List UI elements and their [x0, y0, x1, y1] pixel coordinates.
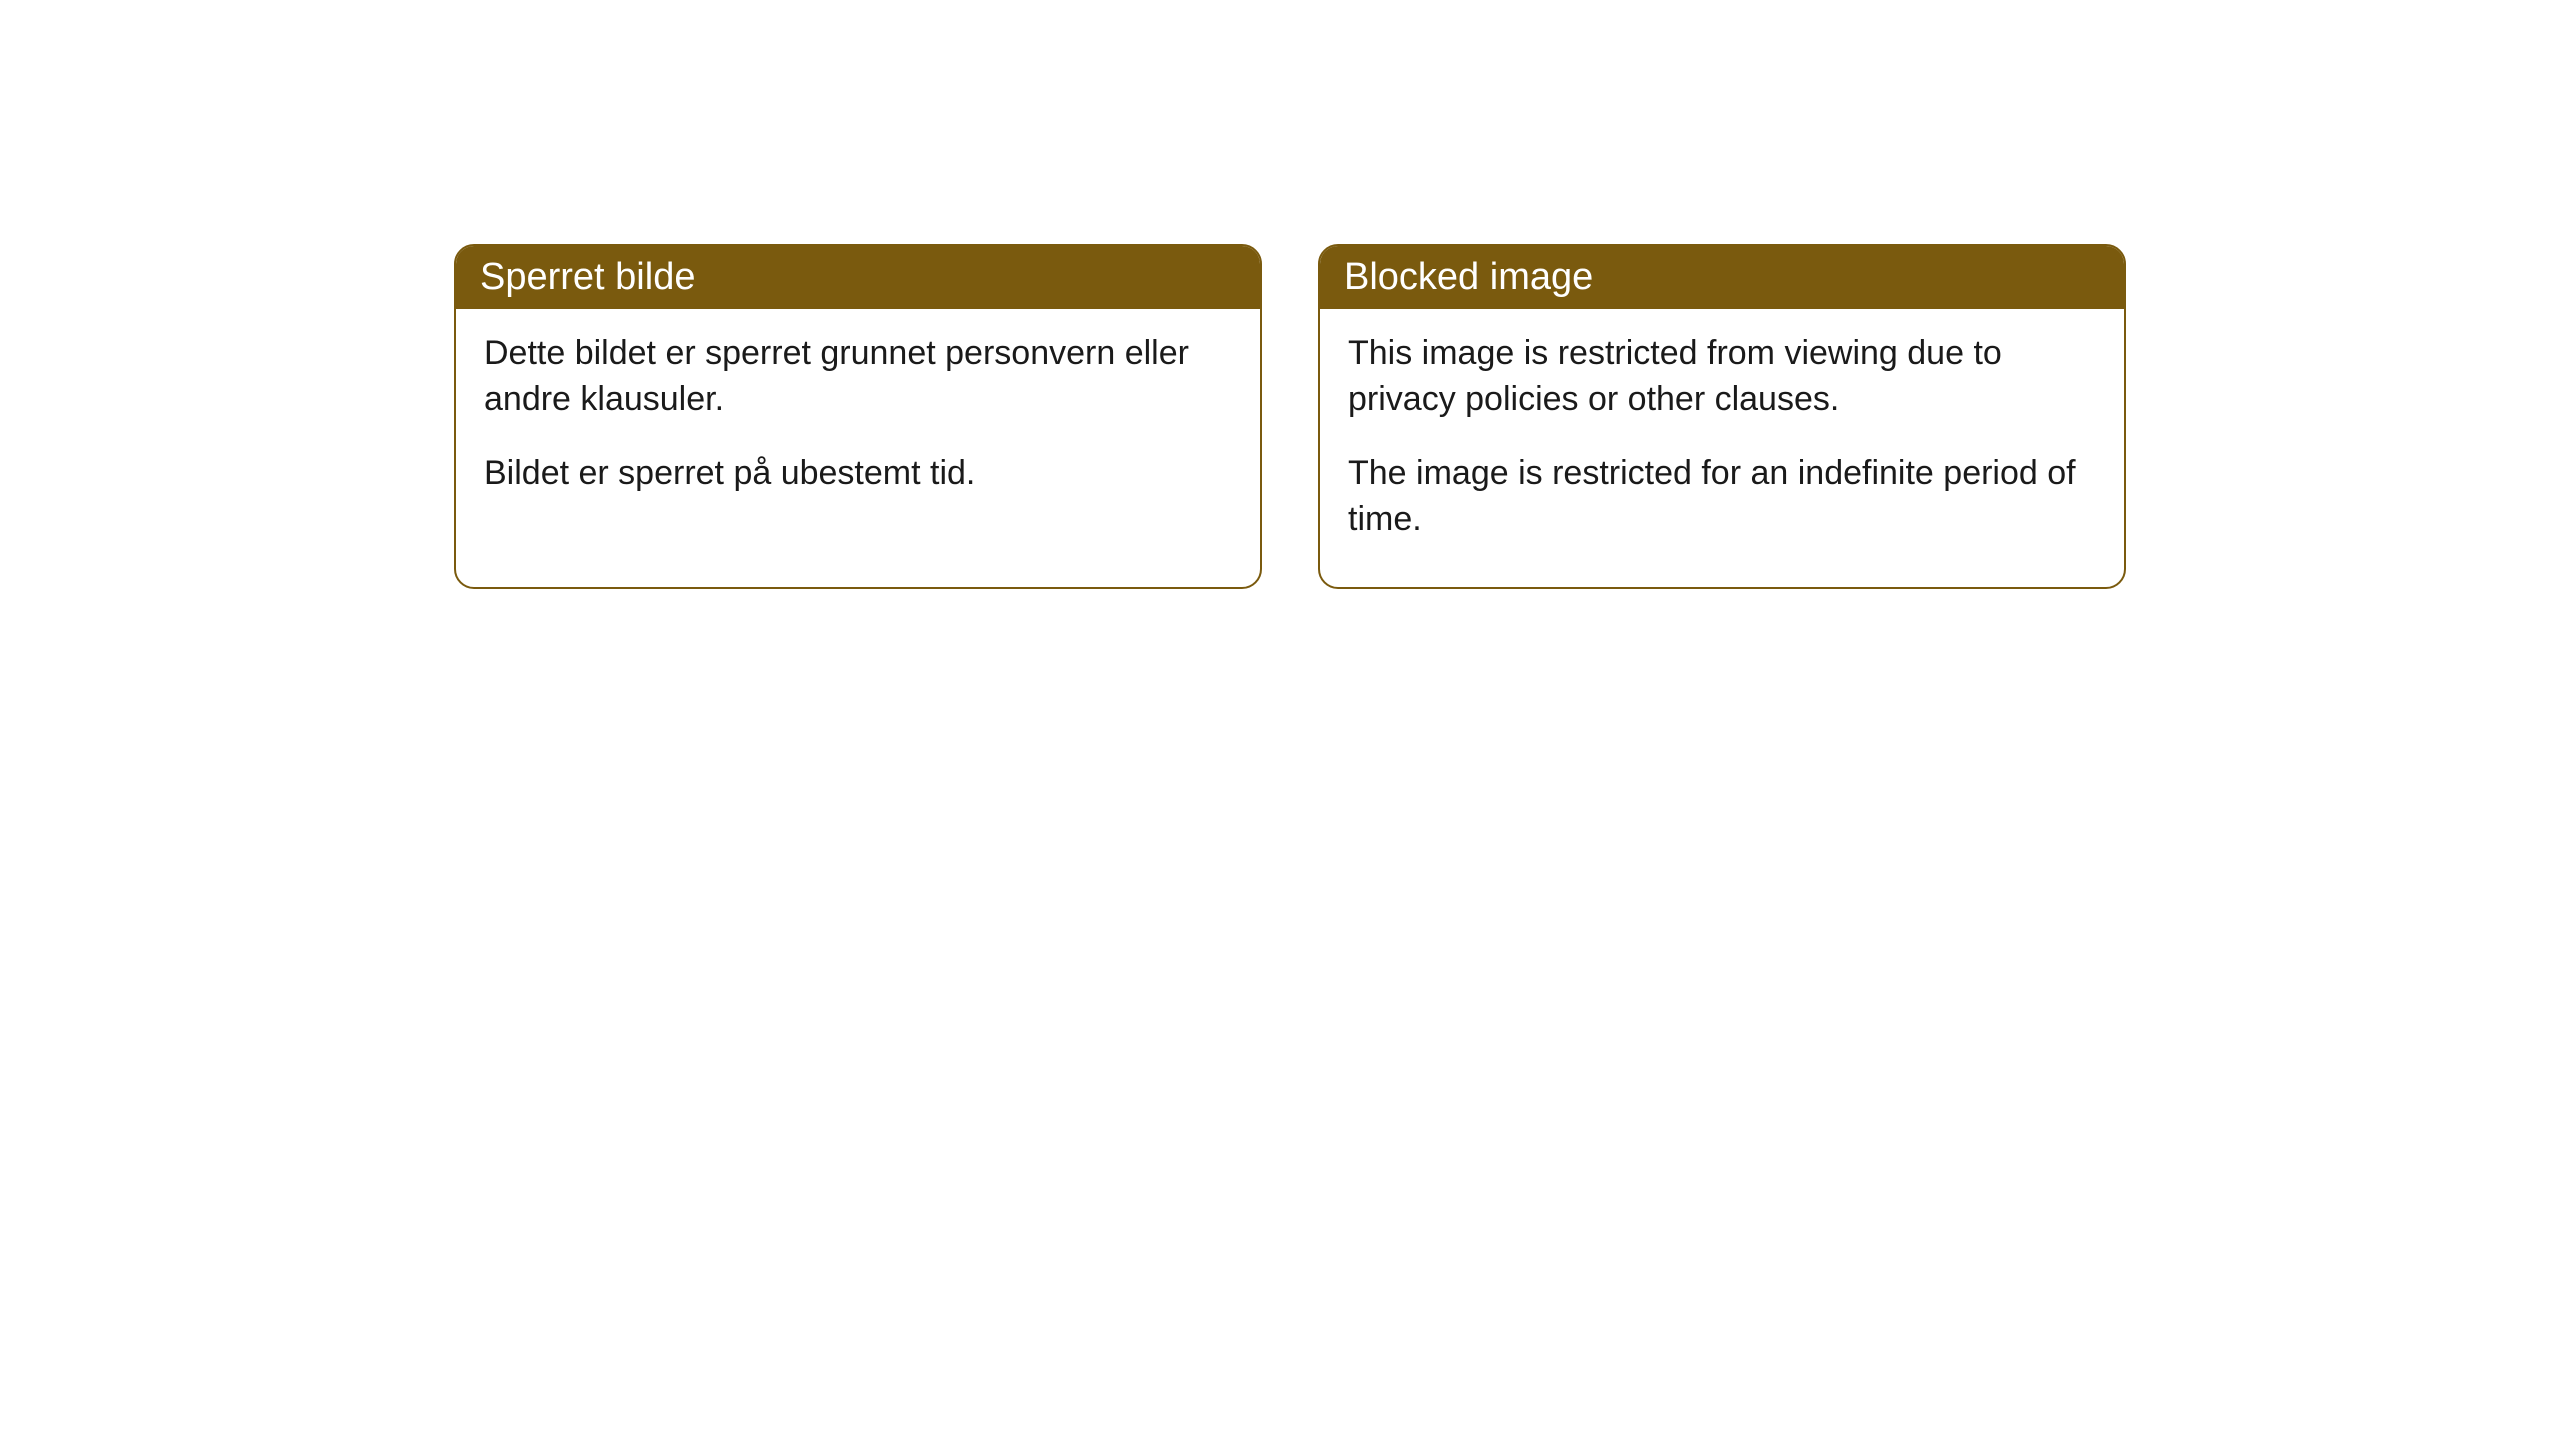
card-title: Blocked image: [1344, 256, 1593, 298]
card-paragraph: Bildet er sperret på ubestemt tid.: [484, 451, 1232, 497]
card-header-english: Blocked image: [1320, 246, 2124, 309]
card-paragraph: Dette bildet er sperret grunnet personve…: [484, 331, 1232, 423]
card-body-norwegian: Dette bildet er sperret grunnet personve…: [456, 309, 1260, 541]
notice-cards-container: Sperret bilde Dette bildet er sperret gr…: [454, 244, 2126, 589]
card-paragraph: The image is restricted for an indefinit…: [1348, 451, 2096, 543]
card-paragraph: This image is restricted from viewing du…: [1348, 331, 2096, 423]
blocked-image-card-english: Blocked image This image is restricted f…: [1318, 244, 2126, 589]
card-body-english: This image is restricted from viewing du…: [1320, 309, 2124, 587]
card-header-norwegian: Sperret bilde: [456, 246, 1260, 309]
card-title: Sperret bilde: [480, 256, 695, 298]
blocked-image-card-norwegian: Sperret bilde Dette bildet er sperret gr…: [454, 244, 1262, 589]
